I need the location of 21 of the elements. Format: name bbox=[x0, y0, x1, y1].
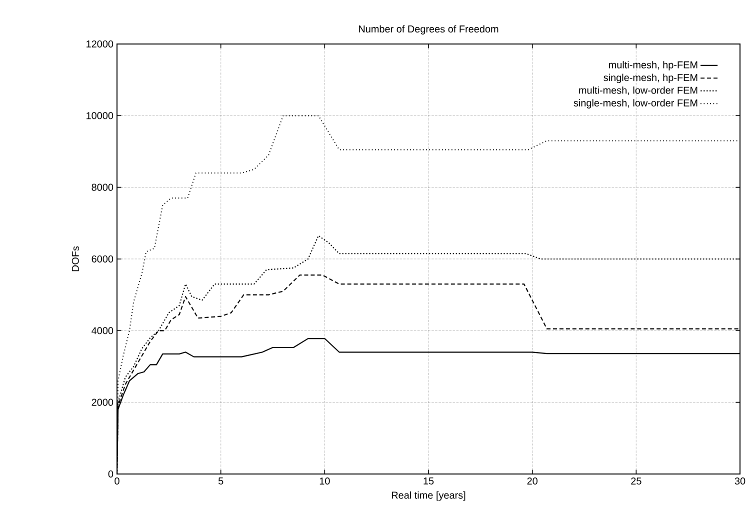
x-tick-label: 0 bbox=[114, 478, 120, 485]
y-tick-label: 10000 bbox=[86, 112, 114, 120]
x-axis-title: Real time [years] bbox=[392, 491, 466, 501]
y-tick-label: 6000 bbox=[92, 255, 114, 263]
x-tick-label: 20 bbox=[527, 478, 538, 485]
legend-label: multi-mesh, hp-FEM bbox=[609, 61, 698, 70]
legend-label: single-mesh, hp-FEM bbox=[604, 74, 698, 84]
x-tick-label: 25 bbox=[631, 478, 642, 485]
y-tick-label: 2000 bbox=[92, 398, 114, 406]
y-tick-label: 8000 bbox=[92, 184, 114, 191]
legend-label: multi-mesh, low-order FEM bbox=[579, 86, 698, 95]
y-tick-label: 12000 bbox=[86, 40, 114, 48]
x-tick-label: 30 bbox=[734, 478, 746, 485]
y-tick-label: 4000 bbox=[92, 327, 114, 334]
x-tick-label: 10 bbox=[320, 478, 330, 485]
y-axis-title: DOFs bbox=[72, 246, 79, 272]
chart-title: Number of Degrees of Freedom bbox=[358, 25, 498, 34]
x-tick-label: 5 bbox=[218, 478, 224, 484]
y-tick-label: 0 bbox=[108, 470, 114, 478]
x-tick-label: 15 bbox=[424, 478, 434, 484]
legend-label: single-mesh, low-order FEM bbox=[574, 99, 698, 108]
